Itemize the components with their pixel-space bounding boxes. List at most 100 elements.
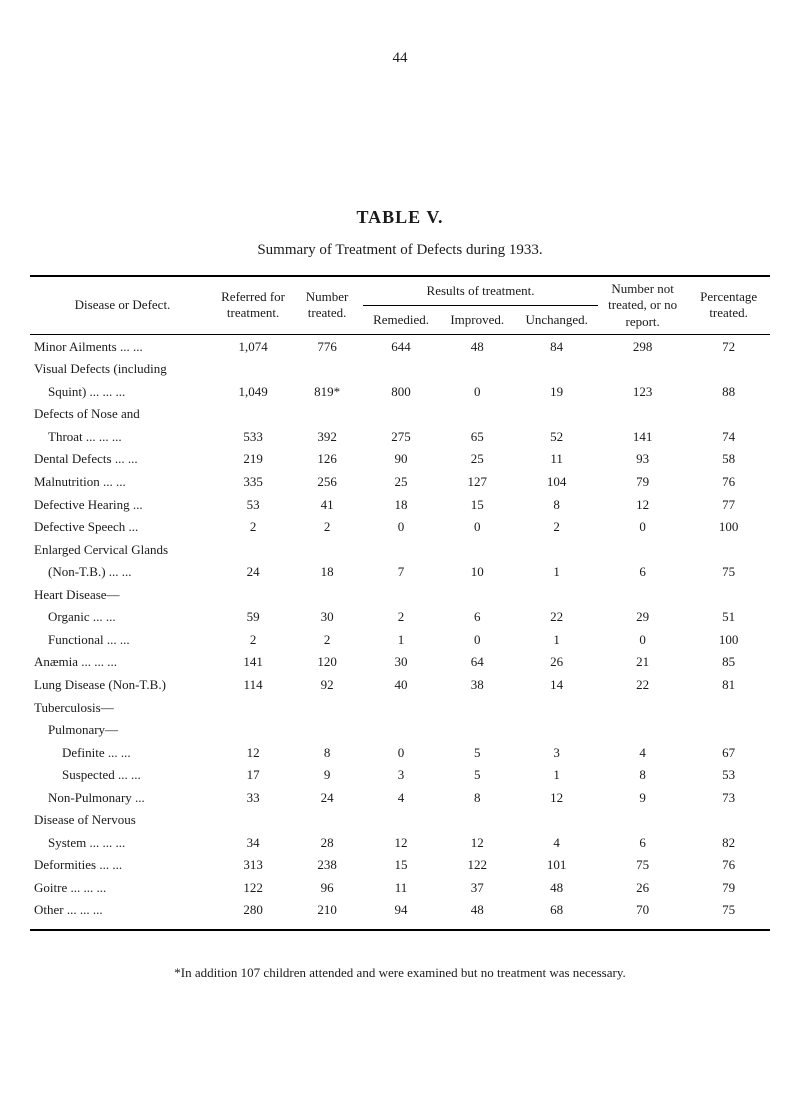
- cell-improved: 0: [439, 380, 515, 403]
- cell-remedied: 18: [363, 493, 439, 516]
- cell-unchanged: 104: [515, 470, 598, 493]
- cell-percentage: 73: [687, 786, 770, 809]
- cell-unchanged: 12: [515, 786, 598, 809]
- cell-referred: 33: [215, 786, 291, 809]
- table-row: Dental Defects ... ...2191269025119358: [30, 447, 770, 470]
- cell-treated: 28: [291, 831, 363, 854]
- row-label: Defects of Nose and: [30, 402, 770, 425]
- cell-improved: 0: [439, 515, 515, 538]
- cell-treated: 18: [291, 560, 363, 583]
- table-title: TABLE V.: [30, 207, 770, 228]
- cell-treated: 126: [291, 447, 363, 470]
- table-body: Minor Ailments ... ...1,0747766444884298…: [30, 334, 770, 929]
- cell-remedied: 3: [363, 763, 439, 786]
- cell-remedied: 644: [363, 334, 439, 357]
- treatment-table: Disease or Defect. Referred for treatmen…: [30, 275, 770, 929]
- cell-not-treated: 298: [598, 334, 687, 357]
- table-row: Other ... ... ...2802109448687075: [30, 898, 770, 929]
- cell-referred: 280: [215, 898, 291, 929]
- cell-unchanged: 8: [515, 493, 598, 516]
- table-row: Lung Disease (Non-T.B.)114924038142281: [30, 673, 770, 696]
- cell-improved: 37: [439, 876, 515, 899]
- cell-remedied: 90: [363, 447, 439, 470]
- row-label: Tuberculosis—: [30, 696, 770, 719]
- row-label: System ... ... ...: [30, 831, 215, 854]
- document-page: 44 TABLE V. Summary of Treatment of Defe…: [0, 0, 800, 1114]
- table-bottom-rule: [30, 929, 770, 931]
- cell-improved: 5: [439, 763, 515, 786]
- table-row: Suspected ... ...179351853: [30, 763, 770, 786]
- cell-percentage: 58: [687, 447, 770, 470]
- cell-unchanged: 19: [515, 380, 598, 403]
- cell-percentage: 76: [687, 470, 770, 493]
- table-row: Visual Defects (including: [30, 357, 770, 380]
- table-row: Throat ... ... ...533392275655214174: [30, 425, 770, 448]
- cell-percentage: 74: [687, 425, 770, 448]
- cell-unchanged: 1: [515, 560, 598, 583]
- cell-remedied: 11: [363, 876, 439, 899]
- cell-not-treated: 141: [598, 425, 687, 448]
- cell-improved: 48: [439, 898, 515, 929]
- cell-remedied: 1: [363, 628, 439, 651]
- row-label: Minor Ailments ... ...: [30, 334, 215, 357]
- cell-percentage: 53: [687, 763, 770, 786]
- table-row: Minor Ailments ... ...1,0747766444884298…: [30, 334, 770, 357]
- row-label: Non-Pulmonary ...: [30, 786, 215, 809]
- cell-treated: 819*: [291, 380, 363, 403]
- table-row: Malnutrition ... ...335256251271047976: [30, 470, 770, 493]
- cell-treated: 41: [291, 493, 363, 516]
- cell-remedied: 0: [363, 741, 439, 764]
- table-row: Squint) ... ... ...1,049819*80001912388: [30, 380, 770, 403]
- cell-improved: 122: [439, 853, 515, 876]
- table-row: Defective Speech ...220020100: [30, 515, 770, 538]
- cell-treated: 9: [291, 763, 363, 786]
- table-row: System ... ... ...342812124682: [30, 831, 770, 854]
- table-row: Defective Hearing ...5341181581277: [30, 493, 770, 516]
- table-row: Non-Pulmonary ...33244812973: [30, 786, 770, 809]
- table-row: Anæmia ... ... ...1411203064262185: [30, 650, 770, 673]
- table-row: Disease of Nervous: [30, 808, 770, 831]
- row-label: Visual Defects (including: [30, 357, 770, 380]
- row-label: Defective Hearing ...: [30, 493, 215, 516]
- cell-remedied: 15: [363, 853, 439, 876]
- row-label: Throat ... ... ...: [30, 425, 215, 448]
- cell-remedied: 0: [363, 515, 439, 538]
- cell-improved: 10: [439, 560, 515, 583]
- table-row: Definite ... ...128053467: [30, 741, 770, 764]
- cell-remedied: 94: [363, 898, 439, 929]
- row-label: Pulmonary—: [30, 718, 770, 741]
- cell-referred: 313: [215, 853, 291, 876]
- cell-referred: 1,049: [215, 380, 291, 403]
- cell-not-treated: 93: [598, 447, 687, 470]
- cell-improved: 65: [439, 425, 515, 448]
- cell-remedied: 7: [363, 560, 439, 583]
- cell-treated: 120: [291, 650, 363, 673]
- cell-treated: 8: [291, 741, 363, 764]
- table-row: Functional ... ...221010100: [30, 628, 770, 651]
- cell-percentage: 67: [687, 741, 770, 764]
- cell-unchanged: 68: [515, 898, 598, 929]
- cell-not-treated: 75: [598, 853, 687, 876]
- cell-unchanged: 84: [515, 334, 598, 357]
- cell-percentage: 75: [687, 898, 770, 929]
- cell-not-treated: 6: [598, 560, 687, 583]
- cell-referred: 122: [215, 876, 291, 899]
- row-label: Goitre ... ... ...: [30, 876, 215, 899]
- cell-unchanged: 3: [515, 741, 598, 764]
- cell-remedied: 800: [363, 380, 439, 403]
- cell-not-treated: 22: [598, 673, 687, 696]
- col-percentage: Percentage treated.: [687, 276, 770, 334]
- row-label: Squint) ... ... ...: [30, 380, 215, 403]
- col-not-treated: Number not treated, or no report.: [598, 276, 687, 334]
- row-label: Anæmia ... ... ...: [30, 650, 215, 673]
- page-number: 44: [30, 50, 770, 67]
- cell-treated: 2: [291, 628, 363, 651]
- row-label: Functional ... ...: [30, 628, 215, 651]
- cell-improved: 12: [439, 831, 515, 854]
- cell-remedied: 30: [363, 650, 439, 673]
- cell-not-treated: 123: [598, 380, 687, 403]
- cell-referred: 533: [215, 425, 291, 448]
- table-row: Deformities ... ...313238151221017576: [30, 853, 770, 876]
- cell-referred: 1,074: [215, 334, 291, 357]
- cell-referred: 17: [215, 763, 291, 786]
